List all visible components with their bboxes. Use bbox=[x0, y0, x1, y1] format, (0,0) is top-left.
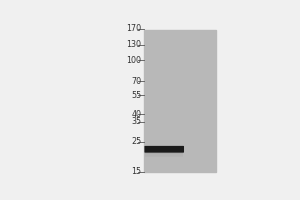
Text: 55: 55 bbox=[131, 91, 141, 100]
Text: 170: 170 bbox=[126, 24, 141, 33]
Bar bbox=[145, 156, 183, 157]
Text: 40: 40 bbox=[131, 110, 141, 119]
Bar bbox=[145, 154, 183, 156]
Bar bbox=[145, 152, 183, 154]
Text: 100: 100 bbox=[126, 56, 141, 65]
Text: 25: 25 bbox=[131, 137, 141, 146]
Text: 130: 130 bbox=[126, 40, 141, 49]
Text: 70: 70 bbox=[131, 77, 141, 86]
Bar bbox=[144, 30, 216, 172]
FancyBboxPatch shape bbox=[144, 146, 184, 153]
Text: 15: 15 bbox=[131, 167, 141, 176]
Text: 35: 35 bbox=[131, 117, 141, 126]
